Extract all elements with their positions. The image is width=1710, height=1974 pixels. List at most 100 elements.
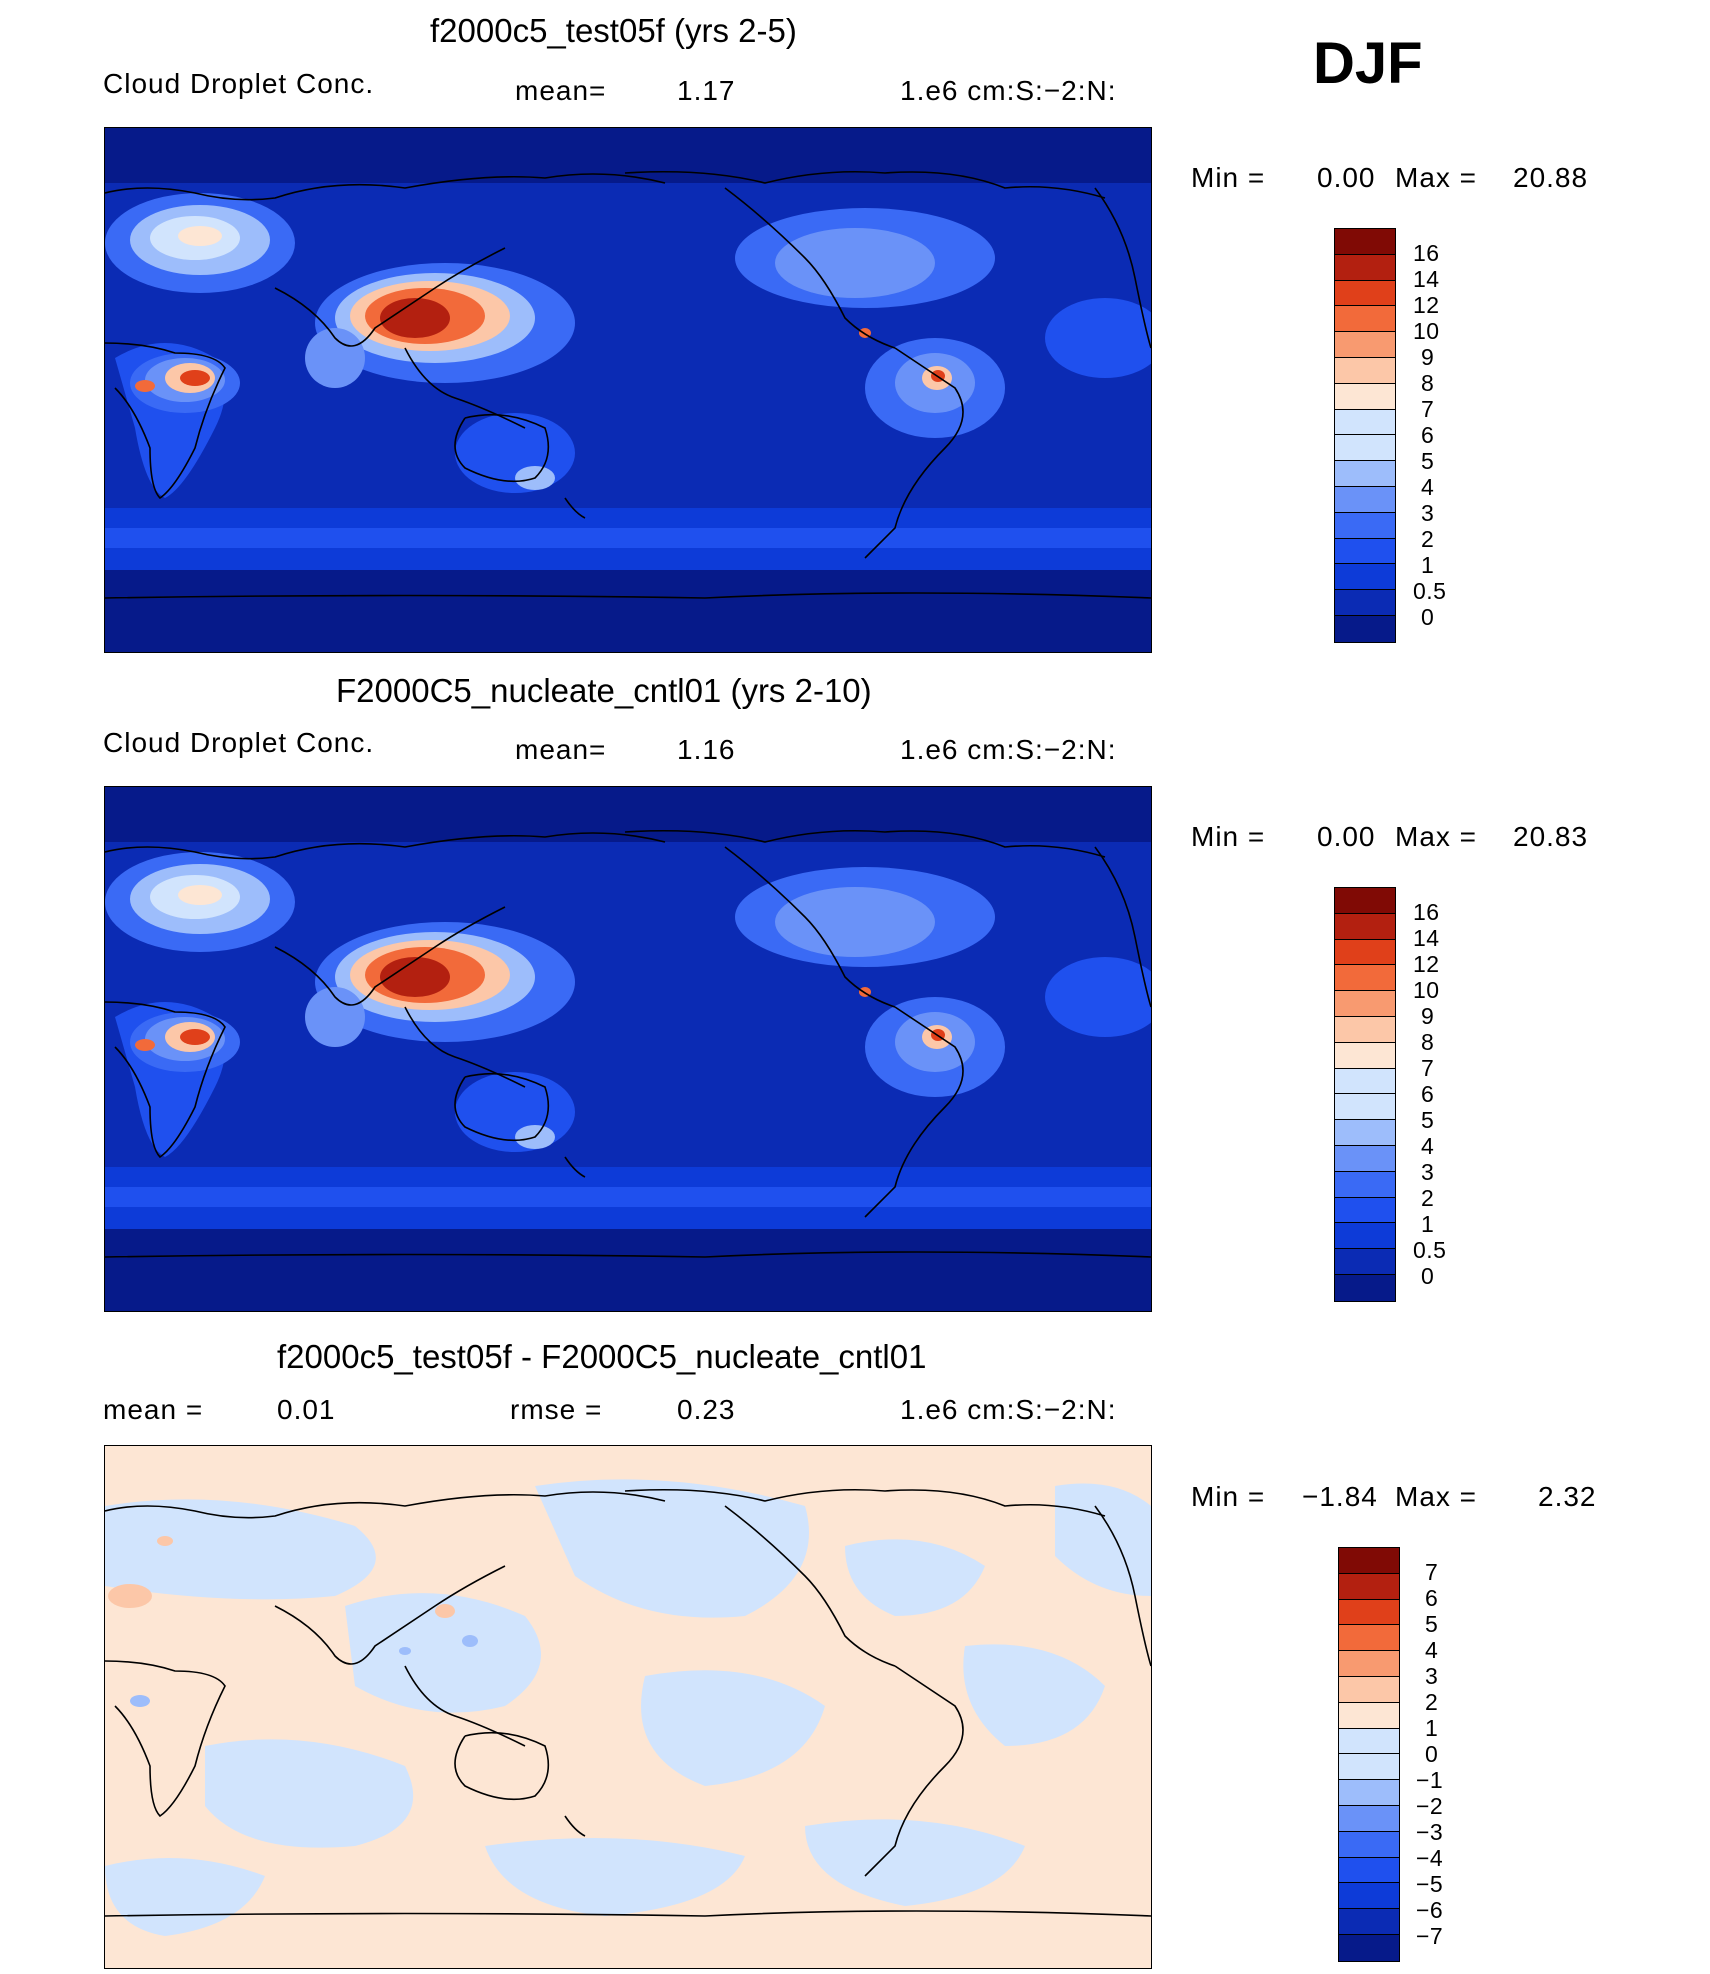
colorbar-level-label: 5 xyxy=(1425,1611,1439,1637)
colorbar-cell xyxy=(1339,1934,1399,1961)
panel-2-max-value: 20.83 xyxy=(1513,821,1589,852)
colorbar-cell xyxy=(1335,888,1395,914)
colorbar-level-label: 1 xyxy=(1425,1715,1439,1741)
colorbar-cell xyxy=(1335,965,1395,992)
panel-3-rmse-label: rmse = xyxy=(510,1394,603,1425)
colorbar-cell xyxy=(1335,306,1395,333)
panel-3-min-value: −1.84 xyxy=(1302,1481,1378,1512)
colorbar-cell xyxy=(1335,409,1395,436)
panel-1-mean-label: mean= xyxy=(515,75,607,106)
colorbar-cell xyxy=(1339,1831,1399,1858)
colorbar-cell xyxy=(1335,1068,1395,1095)
colorbar-level-label: 12 xyxy=(1413,951,1440,977)
colorbar-level-label: 0 xyxy=(1425,1741,1439,1767)
colorbar-cell xyxy=(1339,1625,1399,1652)
colorbar-level-label: 6 xyxy=(1425,1585,1439,1611)
colorbar-cell xyxy=(1335,538,1395,565)
colorbar-level-label: 3 xyxy=(1425,1663,1439,1689)
colorbar-cell xyxy=(1335,615,1395,642)
colorbar-cell xyxy=(1335,1197,1395,1224)
colorbar-cell xyxy=(1339,1573,1399,1600)
colorbar-level-label: −7 xyxy=(1416,1923,1444,1949)
colorbar-level-label: 7 xyxy=(1421,396,1435,422)
colorbar-level-label: 8 xyxy=(1421,370,1435,396)
colorbar-level-label: 8 xyxy=(1421,1029,1435,1055)
panel-3-mean-label: mean = xyxy=(103,1394,204,1425)
colorbar-level-label: 2 xyxy=(1421,526,1435,552)
panel-1-colorbar xyxy=(1334,228,1396,643)
panel-3-title: f2000c5_test05f - F2000C5_nucleate_cntl0… xyxy=(277,1338,927,1375)
colorbar-cell xyxy=(1335,1094,1395,1121)
colorbar-cell xyxy=(1335,254,1395,281)
colorbar-level-label: 3 xyxy=(1421,500,1435,526)
colorbar-cell xyxy=(1339,1728,1399,1755)
colorbar-cell xyxy=(1339,1805,1399,1832)
colorbar-cell xyxy=(1339,1883,1399,1910)
panel-3-map xyxy=(104,1445,1152,1969)
colorbar-cell xyxy=(1335,1274,1395,1301)
colorbar-level-label: 16 xyxy=(1413,899,1440,925)
colorbar-cell xyxy=(1335,1171,1395,1198)
colorbar-level-label: 2 xyxy=(1421,1185,1435,1211)
colorbar-cell xyxy=(1335,229,1395,255)
colorbar-cell xyxy=(1335,435,1395,462)
panel-2-variable-label: Cloud Droplet Conc. xyxy=(103,727,375,758)
panel-2-mean-value: 1.16 xyxy=(677,734,736,765)
panel-3-min-label: Min = xyxy=(1191,1481,1266,1512)
panel-1-max-label: Max = xyxy=(1395,162,1478,193)
panel-2-min-value: 0.00 xyxy=(1317,821,1376,852)
colorbar-level-label: −4 xyxy=(1416,1845,1444,1871)
colorbar-cell xyxy=(1335,1249,1395,1275)
colorbar-level-label: 16 xyxy=(1413,240,1440,266)
colorbar-level-label: −1 xyxy=(1416,1767,1444,1793)
colorbar-cell xyxy=(1339,1780,1399,1806)
colorbar-level-label: 1 xyxy=(1421,552,1435,578)
colorbar-cell xyxy=(1339,1676,1399,1703)
colorbar-level-label: 0.5 xyxy=(1413,1237,1447,1263)
colorbar-level-label: 6 xyxy=(1421,422,1435,448)
colorbar-level-label: −6 xyxy=(1416,1897,1444,1923)
colorbar-cell xyxy=(1335,383,1395,410)
panel-2-map xyxy=(104,786,1152,1312)
season-label: DJF xyxy=(1313,31,1423,96)
colorbar-level-label: 14 xyxy=(1413,925,1440,951)
colorbar-level-label: 0.5 xyxy=(1413,578,1447,604)
panel-1-map xyxy=(104,127,1152,653)
colorbar-level-label: 9 xyxy=(1421,344,1435,370)
colorbar-level-label: 0 xyxy=(1421,604,1435,630)
panel-3-rmse-value: 0.23 xyxy=(677,1394,736,1425)
colorbar-cell xyxy=(1339,1754,1399,1781)
colorbar-cell xyxy=(1335,332,1395,358)
colorbar-cell xyxy=(1335,1042,1395,1069)
colorbar-level-label: −2 xyxy=(1416,1793,1444,1819)
colorbar-cell xyxy=(1335,1223,1395,1250)
panel-2-mean-label: mean= xyxy=(515,734,607,765)
colorbar-cell xyxy=(1335,486,1395,513)
panel-3-units: 1.e6 cm:S:−2:N: xyxy=(900,1394,1117,1425)
panel-2-min-label: Min = xyxy=(1191,821,1266,852)
panel-1-mean-value: 1.17 xyxy=(677,75,736,106)
colorbar-cell xyxy=(1335,1016,1395,1043)
colorbar-level-label: 4 xyxy=(1421,474,1435,500)
panel-1-units: 1.e6 cm:S:−2:N: xyxy=(900,75,1117,106)
colorbar-cell xyxy=(1339,1909,1399,1935)
colorbar-level-label: 14 xyxy=(1413,266,1440,292)
panel-3-max-label: Max = xyxy=(1395,1481,1478,1512)
colorbar-level-label: 4 xyxy=(1421,1133,1435,1159)
panel-2-units: 1.e6 cm:S:−2:N: xyxy=(900,734,1117,765)
colorbar-cell xyxy=(1335,991,1395,1017)
colorbar-level-label: 3 xyxy=(1421,1159,1435,1185)
colorbar-cell xyxy=(1335,939,1395,966)
colorbar-level-label: 2 xyxy=(1425,1689,1439,1715)
panel-2-max-label: Max = xyxy=(1395,821,1478,852)
colorbar-cell xyxy=(1335,461,1395,487)
colorbar-cell xyxy=(1339,1857,1399,1884)
colorbar-cell xyxy=(1335,1120,1395,1146)
colorbar-cell xyxy=(1335,357,1395,384)
colorbar-level-label: −5 xyxy=(1416,1871,1444,1897)
panel-1-min-label: Min = xyxy=(1191,162,1266,193)
colorbar-cell xyxy=(1339,1599,1399,1626)
colorbar-cell xyxy=(1339,1702,1399,1729)
colorbar-cell xyxy=(1335,913,1395,940)
panel-2-title: F2000C5_nucleate_cntl01 (yrs 2-10) xyxy=(336,672,872,709)
